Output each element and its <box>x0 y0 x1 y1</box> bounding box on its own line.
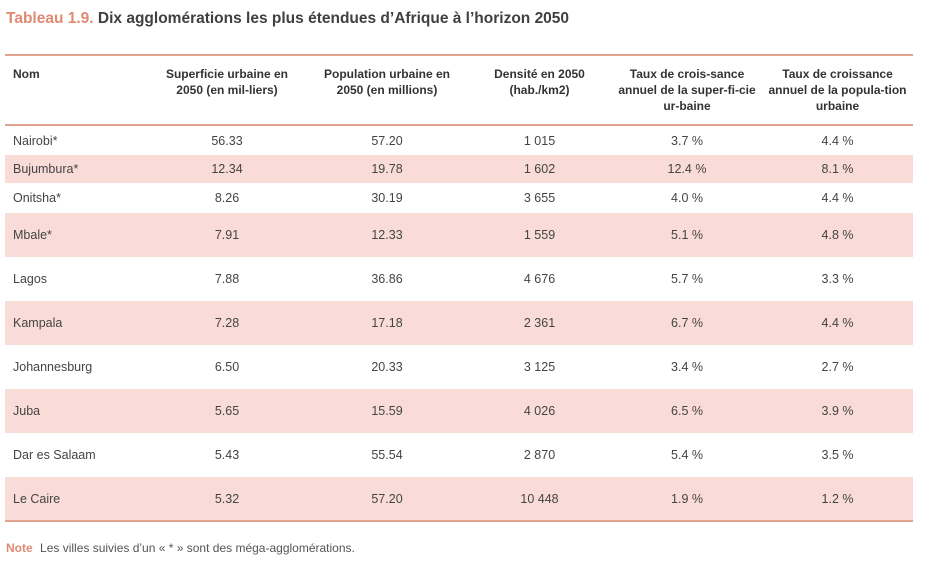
table-number: Tableau 1.9. <box>6 10 94 27</box>
city-name-cell: Bujumbura* <box>13 162 79 176</box>
city-name-cell: Juba <box>13 404 41 418</box>
table-note: Note Les villes suivies d’un « * » sont … <box>6 541 355 555</box>
table-cell: 3.7 % <box>671 133 703 148</box>
city-name-cell: Dar es Salaam <box>13 448 96 462</box>
table-cell: 5.7 % <box>671 272 703 286</box>
table-cell: 5.32 <box>214 491 240 506</box>
table-cell: 5.4 % <box>671 448 703 462</box>
table-row: Le Caire 5.32 57.20 10 448 1.9 % 1.2 % <box>5 477 913 521</box>
table-cell: 3 125 <box>523 360 556 374</box>
table-cell: 12.4 % <box>667 162 707 176</box>
table-cell: 4 026 <box>523 404 556 418</box>
table-cell: 5.65 <box>214 404 240 418</box>
column-header: Population urbaine en 2050 (en millions) <box>323 67 450 97</box>
table-cell: 3.5 % <box>821 448 854 462</box>
table-cell: 6.7 % <box>671 316 703 330</box>
table-cell: 55.54 <box>371 448 403 462</box>
table-cell: 57.20 <box>371 133 403 148</box>
table-row: Onitsha* 8.26 30.19 3 655 4.0 % 4.4 % <box>5 183 913 213</box>
table-cell: 2.7 % <box>821 360 854 374</box>
table-cell: 4.4 % <box>821 191 854 205</box>
table-cell: 12.34 <box>211 162 243 176</box>
city-name-cell: Mbale* <box>13 228 52 242</box>
table-cell: 3.9 % <box>821 404 854 418</box>
table-title: Tableau 1.9. Dix agglomérations les plus… <box>6 10 569 28</box>
table-cell: 1 602 <box>523 162 556 176</box>
table-cell: 10 448 <box>520 491 559 506</box>
table-cell: 1.9 % <box>671 491 703 506</box>
table-row: Juba 5.65 15.59 4 026 6.5 % 3.9 % <box>5 389 913 433</box>
table-cell: 4 676 <box>523 272 556 286</box>
table-cell: 57.20 <box>371 491 403 506</box>
table-cell: 3 655 <box>523 191 556 205</box>
column-header: Taux de crois-sance annuel de la super-f… <box>618 67 756 113</box>
table-cell: 5.1 % <box>671 228 703 242</box>
table-cell: 56.33 <box>211 133 243 148</box>
table-body: Nairobi* 56.33 57.20 1 015 3.7 % 4.4 % Bujumbu… <box>5 125 913 521</box>
table-cell: 7.28 <box>214 316 240 330</box>
table-cell: 2 361 <box>523 316 556 330</box>
table-cell: 36.86 <box>371 272 403 286</box>
table-cell: 30.19 <box>371 191 403 205</box>
table-cell: 8.1 % <box>821 162 854 176</box>
note-text: Les villes suivies d’un « * » sont des m… <box>40 541 355 555</box>
note-label: Note <box>6 541 33 555</box>
table-cell: 20.33 <box>371 360 403 374</box>
table-cell: 4.4 % <box>821 133 854 148</box>
table-cell: 8.26 <box>214 191 240 205</box>
table-row: Dar es Salaam 5.43 55.54 2 870 5.4 % 3.5 % <box>5 433 913 477</box>
table-row: Lagos 7.88 36.86 4 676 5.7 % 3.3 % <box>5 257 913 301</box>
table-cell: 4.4 % <box>821 316 854 330</box>
table-header: Nom Superficie urbaine en 2050 (en mil-li… <box>5 55 913 125</box>
table-cell: 7.91 <box>214 228 240 242</box>
table-cell: 6.50 <box>214 360 240 374</box>
table-cell: 4.8 % <box>821 228 854 242</box>
table-cell: 3.3 % <box>821 272 854 286</box>
city-name-cell: Nairobi* <box>13 133 58 148</box>
table-cell: 17.18 <box>371 316 403 330</box>
city-name-cell: Lagos <box>13 272 48 286</box>
column-header: Taux de croissance annuel de la popula-t… <box>768 67 907 113</box>
table-cell: 2 870 <box>523 448 556 462</box>
column-header: Superficie urbaine en 2050 (en mil-liers… <box>165 67 289 97</box>
table-cell: 5.43 <box>214 448 240 462</box>
table-row: Johannesburg 6.50 20.33 3 125 3.4 % 2.7 % <box>5 345 913 389</box>
table-cell: 1 015 <box>523 133 556 148</box>
table-row: Nairobi* 56.33 57.20 1 015 3.7 % 4.4 % <box>5 125 913 155</box>
table-cell: 3.4 % <box>671 360 703 374</box>
table-row: Mbale* 7.91 12.33 1 559 5.1 % 4.8 % <box>5 213 913 257</box>
table-container: Nom Superficie urbaine en 2050 (en mil-li… <box>5 54 913 522</box>
column-header: Densité en 2050 (hab./km2) <box>494 67 585 97</box>
table-cell: 7.88 <box>214 272 240 286</box>
table-row: Bujumbura* 12.34 19.78 1 602 12.4 % 8.1 % <box>5 155 913 183</box>
city-name-cell: Onitsha* <box>13 191 61 205</box>
column-header-name: Nom <box>13 67 40 81</box>
table-cell: 12.33 <box>371 228 403 242</box>
table-cell: 19.78 <box>371 162 403 176</box>
table-cell: 6.5 % <box>671 404 703 418</box>
header-row: Nom Superficie urbaine en 2050 (en mil-li… <box>5 55 913 125</box>
data-table: Nom Superficie urbaine en 2050 (en mil-li… <box>5 54 913 522</box>
table-cell: 1 559 <box>523 228 556 242</box>
table-title-text: Dix agglomérations les plus étendues d’A… <box>97 10 570 27</box>
city-name-cell: Johannesburg <box>13 360 93 374</box>
table-cell: 15.59 <box>371 404 403 418</box>
table-cell: 4.0 % <box>671 191 703 205</box>
city-name-cell: Kampala <box>13 316 63 330</box>
table-cell: 1.2 % <box>821 491 854 506</box>
city-name-cell: Le Caire <box>13 491 61 506</box>
table-row: Kampala 7.28 17.18 2 361 6.7 % 4.4 % <box>5 301 913 345</box>
